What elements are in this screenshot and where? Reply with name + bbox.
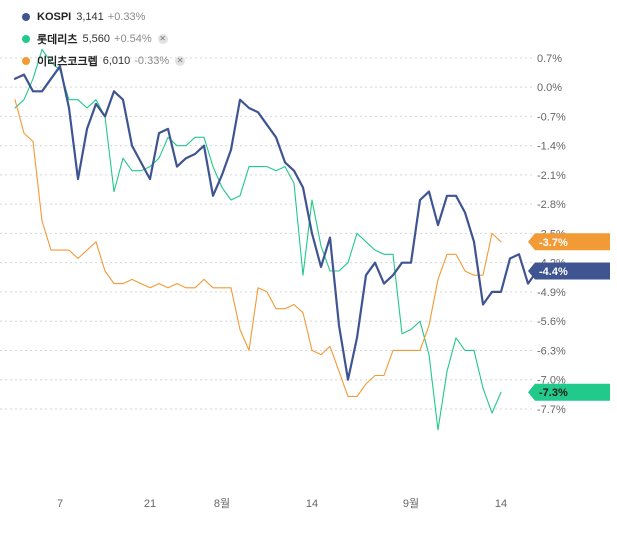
kospi-last-value-label: -4.4%: [539, 266, 568, 278]
lotte-last-value-badge: [528, 383, 610, 401]
y-tick-label: -5.6%: [537, 316, 566, 328]
x-tick-label: 14: [495, 498, 507, 510]
x-axis: 7 21 8월 14 9월 14: [57, 497, 507, 510]
y-tick-label: 0.7%: [537, 53, 562, 65]
y-axis: 0.7%0.0%-0.7%-1.4%-2.1%-2.8%-3.5%-4.2%-4…: [537, 53, 566, 416]
y-tick-label: -7.0%: [537, 375, 566, 387]
legend-change: -0.33%: [134, 55, 170, 67]
y-tick-label: -0.7%: [537, 111, 566, 123]
y-tick-label: -7.7%: [537, 404, 566, 416]
legend-name: KOSPI: [37, 11, 72, 23]
kospi-series-line: [13, 65, 539, 381]
close-icon[interactable]: ✕: [157, 34, 168, 44]
y-tick-label: -1.4%: [537, 141, 566, 153]
gridlines: [0, 57, 533, 410]
iris-color-dot: [22, 57, 30, 65]
last-value-badges: -7.3% -3.7% -4.4%: [528, 233, 610, 401]
legend-price: 3,141: [76, 11, 104, 23]
legend-item-iris[interactable]: 이리츠코크렙 6,010 -0.33% ✕: [22, 50, 186, 72]
y-tick-label: -2.1%: [537, 170, 566, 182]
legend-name: 이리츠코크렙: [37, 56, 98, 68]
legend-change: +0.33%: [107, 11, 146, 23]
x-tick-label: 21: [144, 498, 156, 510]
legend: KOSPI 3,141 +0.33% 롯데리츠 5,560 +0.54% ✕ 이…: [22, 6, 186, 72]
legend-item-kospi[interactable]: KOSPI 3,141 +0.33%: [22, 6, 185, 28]
legend-change: +0.54%: [114, 33, 152, 45]
lotte-color-dot: [22, 35, 30, 43]
legend-price: 6,010: [102, 55, 131, 67]
iris-series-line: [14, 99, 502, 397]
legend-item-lotte[interactable]: 롯데리츠 5,560 +0.54% ✕: [22, 28, 185, 50]
x-tick-label: 14: [306, 498, 318, 510]
legend-name: 롯데리츠: [37, 34, 78, 46]
lotte-series-line: [14, 48, 502, 431]
kospi-last-value-badge: [528, 262, 610, 280]
y-tick-label: -2.8%: [537, 199, 566, 211]
y-tick-label: -4.9%: [537, 287, 566, 299]
iris-last-value-label: -3.7%: [539, 237, 568, 249]
series-lines: [13, 48, 539, 431]
legend-price: 5,560: [82, 33, 111, 45]
lotte-last-value-label: -7.3%: [539, 387, 568, 399]
x-tick-label: 8월: [214, 497, 230, 510]
close-icon[interactable]: ✕: [175, 56, 186, 66]
y-tick-label: 0.0%: [537, 82, 562, 94]
x-tick-label: 7: [57, 498, 63, 510]
y-tick-label: -6.3%: [537, 345, 566, 357]
x-tick-label: 9월: [403, 497, 419, 510]
kospi-color-dot: [22, 13, 30, 21]
iris-last-value-badge: [528, 233, 610, 251]
